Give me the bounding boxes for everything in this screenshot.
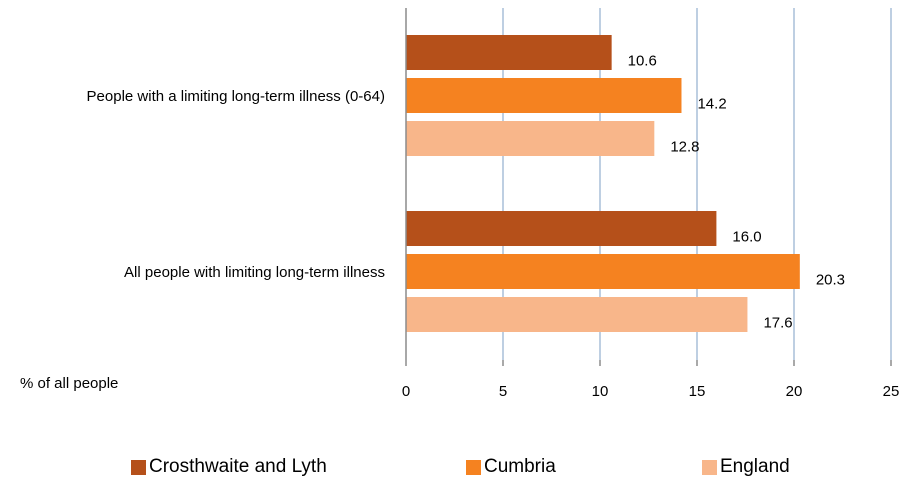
tick-label-25: 25 [883,383,900,400]
legend-label-cumbria: Cumbria [484,456,556,477]
bar-england-0 [406,121,655,156]
data-label-crosthwaite-and-lyth-0: 10.6 [628,53,657,70]
data-label-england-0: 12.8 [670,139,699,156]
bar-england-1 [406,297,748,332]
bars [406,35,800,332]
tick-label-0: 0 [402,383,410,400]
legend-label-crosthwaite: Crosthwaite and Lyth [149,456,327,477]
bar-cumbria-0 [406,78,682,113]
data-label-crosthwaite-and-lyth-1: 16.0 [732,229,761,246]
legend-swatch-cumbria [466,459,481,475]
value-labels: 10.6 14.2 12.8 16.0 20.3 17.6 [628,53,845,332]
tick-label-5: 5 [499,383,507,400]
legend-item-crosthwaite: Crosthwaite and Lyth [131,456,327,478]
data-label-cumbria-0: 14.2 [697,96,726,113]
data-label-england-1: 17.6 [763,315,792,332]
bar-cumbria-1 [406,254,800,289]
tick-label-20: 20 [786,383,803,400]
x-axis-title: % of all people [20,375,119,392]
legend-item-cumbria: Cumbria [466,456,556,478]
legend: Crosthwaite and Lyth Cumbria England [0,456,915,480]
bar-crosthwaite-and-lyth-0 [406,35,612,70]
data-label-cumbria-1: 20.3 [816,272,845,289]
legend-swatch-crosthwaite [131,459,146,475]
legend-item-england: England [702,456,790,478]
legend-label-england: England [720,456,790,477]
tick-label-15: 15 [689,383,706,400]
tick-label-10: 10 [592,383,609,400]
bar-crosthwaite-and-lyth-1 [406,211,717,246]
x-axis-ticks: 0 5 10 15 20 25 [402,360,900,400]
category-label-all-people: All people with limiting long-term illne… [124,264,385,281]
legend-swatch-england [702,459,717,475]
category-label-0-64: People with a limiting long-term illness… [86,88,385,105]
